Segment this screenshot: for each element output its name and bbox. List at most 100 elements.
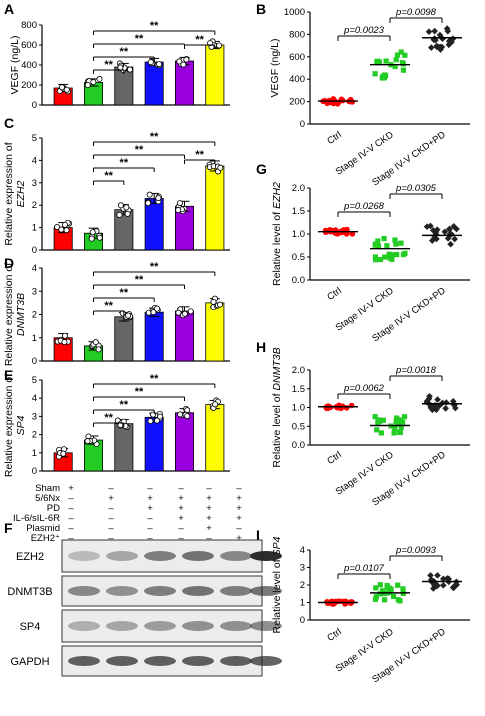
data-point bbox=[212, 401, 219, 408]
y-tick-label: 4 bbox=[32, 393, 37, 404]
panel-label-A: A bbox=[4, 1, 14, 17]
data-point bbox=[153, 305, 160, 312]
y-tick-label: 0.5 bbox=[292, 252, 305, 263]
data-point bbox=[447, 240, 454, 248]
bar bbox=[174, 412, 194, 472]
data-point bbox=[393, 418, 399, 424]
table-cell: – bbox=[68, 523, 74, 534]
p-value: p=0.0268 bbox=[343, 201, 385, 212]
sig-stars: ** bbox=[195, 34, 204, 46]
data-point bbox=[431, 234, 438, 241]
table-cell: + bbox=[206, 503, 212, 514]
bar-chart-C: C 0 1 2 3 4 5 Relative expression of EZH2 ** ** ** *… bbox=[3, 115, 230, 256]
data-point bbox=[88, 235, 95, 242]
y-label-gene: DNMT3B bbox=[271, 347, 283, 390]
y-tick-label: 1.0 bbox=[292, 229, 305, 240]
data-point bbox=[155, 195, 162, 202]
table-cell: + bbox=[206, 493, 212, 504]
data-point bbox=[89, 229, 96, 236]
x-category-label: Ctrl bbox=[325, 449, 343, 466]
y-tick-label: 400 bbox=[21, 60, 37, 71]
sig-stars: ** bbox=[135, 386, 144, 398]
data-point bbox=[437, 46, 444, 53]
data-point bbox=[451, 235, 458, 243]
data-point bbox=[180, 61, 187, 68]
sig-stars: ** bbox=[150, 261, 159, 273]
table-cell: + bbox=[236, 503, 242, 514]
western-blot: EZH2 DNMT3B SP4 GAPDH bbox=[7, 539, 282, 677]
panel-label-H: H bbox=[256, 339, 266, 355]
blot-band bbox=[106, 586, 138, 596]
sig-stars: ** bbox=[120, 157, 129, 169]
panel-label-I: I bbox=[256, 527, 260, 543]
data-point bbox=[183, 56, 190, 63]
data-point bbox=[377, 418, 383, 424]
data-point bbox=[380, 74, 386, 80]
bar bbox=[205, 44, 225, 106]
data-point bbox=[444, 27, 452, 35]
table-cell: + bbox=[206, 523, 212, 534]
p-value: p=0.0093 bbox=[395, 545, 437, 556]
panel-label-E: E bbox=[4, 367, 13, 383]
data-point bbox=[429, 405, 436, 413]
sig-stars: ** bbox=[135, 274, 144, 286]
sig-stars: ** bbox=[104, 412, 113, 424]
y-axis-label: Relative level of DNMT3B bbox=[271, 347, 283, 467]
data-point bbox=[184, 413, 191, 420]
data-point bbox=[389, 256, 395, 262]
y-tick-label: 1 bbox=[32, 333, 37, 344]
blot-band bbox=[68, 621, 100, 631]
y-tick-label: 3 bbox=[32, 178, 37, 189]
data-point bbox=[95, 346, 102, 353]
data-point bbox=[60, 450, 67, 457]
x-category-label: Ctrl bbox=[325, 129, 343, 146]
data-point bbox=[451, 401, 458, 409]
sig-stars: ** bbox=[135, 33, 144, 45]
data-point bbox=[445, 575, 452, 583]
data-point bbox=[431, 27, 438, 35]
data-point bbox=[348, 402, 355, 409]
y-label-part: Relative level of bbox=[271, 556, 283, 633]
data-point bbox=[377, 582, 383, 588]
y-tick-label: 0 bbox=[32, 356, 37, 367]
y-tick-label: 2 bbox=[32, 430, 37, 441]
data-point bbox=[382, 73, 389, 79]
y-tick-label: 600 bbox=[289, 52, 305, 63]
data-point bbox=[401, 414, 408, 420]
data-point bbox=[382, 254, 388, 260]
table-cell: + bbox=[147, 493, 153, 504]
data-point bbox=[445, 41, 453, 49]
y-tick-label: 5 bbox=[32, 133, 37, 144]
bar bbox=[144, 61, 164, 106]
scatter-chart-H: H 0.0 0.5 1.0 1.5 2.0 Relative level of DNMT3B… bbox=[256, 339, 470, 508]
data-point bbox=[392, 63, 398, 70]
data-point bbox=[450, 223, 458, 230]
data-point bbox=[378, 430, 384, 436]
data-point bbox=[127, 66, 134, 73]
y-tick-label: 600 bbox=[21, 40, 37, 51]
data-point bbox=[432, 36, 439, 44]
data-point bbox=[90, 79, 97, 86]
bar bbox=[114, 423, 134, 472]
blot-band bbox=[144, 551, 176, 561]
data-point bbox=[396, 429, 403, 435]
blot-band bbox=[106, 656, 138, 666]
data-point bbox=[84, 82, 91, 89]
table-cell: – bbox=[68, 533, 74, 544]
data-point bbox=[440, 582, 447, 589]
data-point bbox=[372, 596, 379, 602]
table-row-label: 5/6Nx bbox=[35, 493, 60, 504]
panel-label-D: D bbox=[4, 255, 14, 271]
y-tick-label: 4 bbox=[300, 545, 305, 556]
data-point bbox=[381, 597, 388, 603]
data-point bbox=[334, 404, 341, 411]
sig-stars: ** bbox=[150, 20, 159, 32]
data-point bbox=[372, 71, 378, 77]
data-point bbox=[375, 243, 382, 249]
y-tick-label: 0 bbox=[32, 245, 37, 256]
data-point bbox=[400, 67, 407, 73]
data-point bbox=[146, 191, 153, 198]
